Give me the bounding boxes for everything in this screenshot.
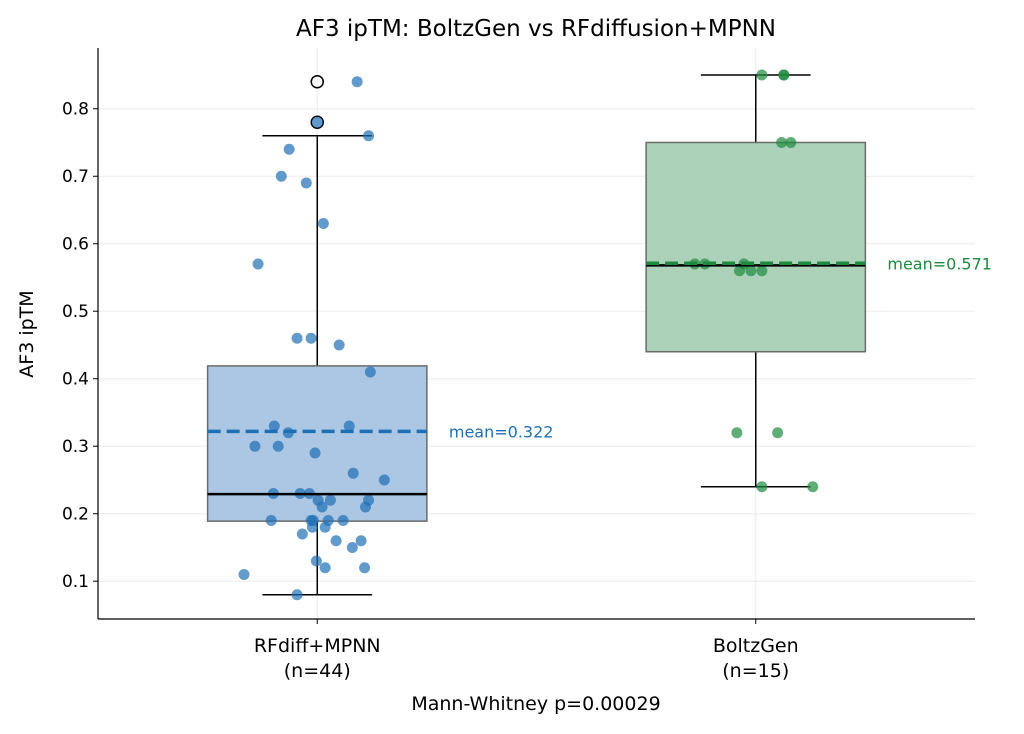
x-tick-count: (n=44): [284, 660, 351, 682]
data-point: [772, 427, 784, 439]
data-point: [359, 562, 371, 574]
x-tick-count: (n=15): [722, 660, 789, 682]
data-point: [275, 170, 287, 182]
y-axis-label: AF3 ipTM: [16, 290, 38, 377]
x-axis-label: Mann-Whitney p=0.00029: [411, 693, 660, 715]
data-point: [807, 481, 819, 493]
data-point: [319, 521, 331, 533]
data-point: [734, 265, 746, 277]
data-point: [317, 217, 329, 229]
data-point: [306, 521, 318, 533]
x-ticks: RFdiff+MPNN (n=44) BoltzGen (n=15): [254, 619, 799, 682]
data-point: [311, 116, 323, 128]
axes: [97, 48, 975, 620]
data-point: [337, 514, 349, 526]
flier-point: [310, 74, 324, 89]
data-point: [351, 76, 363, 88]
data-point: [355, 535, 367, 547]
data-point: [756, 69, 768, 81]
data-point: [776, 136, 788, 148]
y-tick-label: 0.8: [62, 100, 89, 120]
mean-label: mean=0.571: [887, 254, 992, 273]
y-tick-label: 0.4: [62, 370, 89, 390]
y-tick-label: 0.6: [62, 235, 89, 255]
data-point: [291, 589, 303, 601]
data-point: [252, 258, 264, 270]
data-point: [378, 474, 390, 486]
data-point: [300, 177, 312, 189]
data-point: [316, 501, 328, 513]
data-point: [309, 447, 321, 459]
data-point: [347, 467, 359, 479]
data-point: [756, 481, 768, 493]
data-point: [731, 427, 743, 439]
data-point: [238, 568, 250, 580]
y-tick-label: 0.2: [62, 505, 89, 525]
y-tick-label: 0.3: [62, 437, 89, 457]
plot-area: mean=0.322 mean=0.571: [206, 69, 992, 601]
data-point: [363, 130, 375, 142]
flier-point: [310, 115, 324, 129]
data-point: [283, 143, 295, 155]
data-point: [343, 420, 355, 432]
data-point: [785, 136, 797, 148]
data-point: [265, 514, 277, 526]
box: [645, 141, 867, 353]
data-point: [364, 366, 376, 378]
y-tick-label: 0.5: [62, 302, 89, 322]
data-point: [291, 332, 303, 344]
data-point: [319, 562, 331, 574]
data-point: [346, 541, 358, 553]
mean-label: mean=0.322: [449, 422, 554, 441]
data-point: [272, 440, 284, 452]
y-ticks: 0.1 0.2 0.3 0.4 0.5 0.6 0.7 0.8: [62, 100, 98, 592]
data-point: [268, 420, 280, 432]
data-point: [330, 535, 342, 547]
x-tick-label: RFdiff+MPNN: [254, 635, 381, 657]
data-point: [756, 265, 768, 277]
y-tick-label: 0.1: [62, 572, 89, 592]
y-tick-label: 0.7: [62, 167, 89, 187]
x-tick-label: BoltzGen: [713, 635, 799, 657]
data-point: [310, 555, 322, 567]
chart-title: AF3 ipTM: BoltzGen vs RFdiffusion+MPNN: [296, 16, 776, 42]
data-point: [359, 501, 371, 513]
data-point: [249, 440, 261, 452]
data-point: [324, 494, 336, 506]
data-point: [305, 332, 317, 344]
data-point: [333, 339, 345, 351]
data-point: [745, 265, 757, 277]
data-point: [778, 69, 790, 81]
data-point: [296, 528, 308, 540]
